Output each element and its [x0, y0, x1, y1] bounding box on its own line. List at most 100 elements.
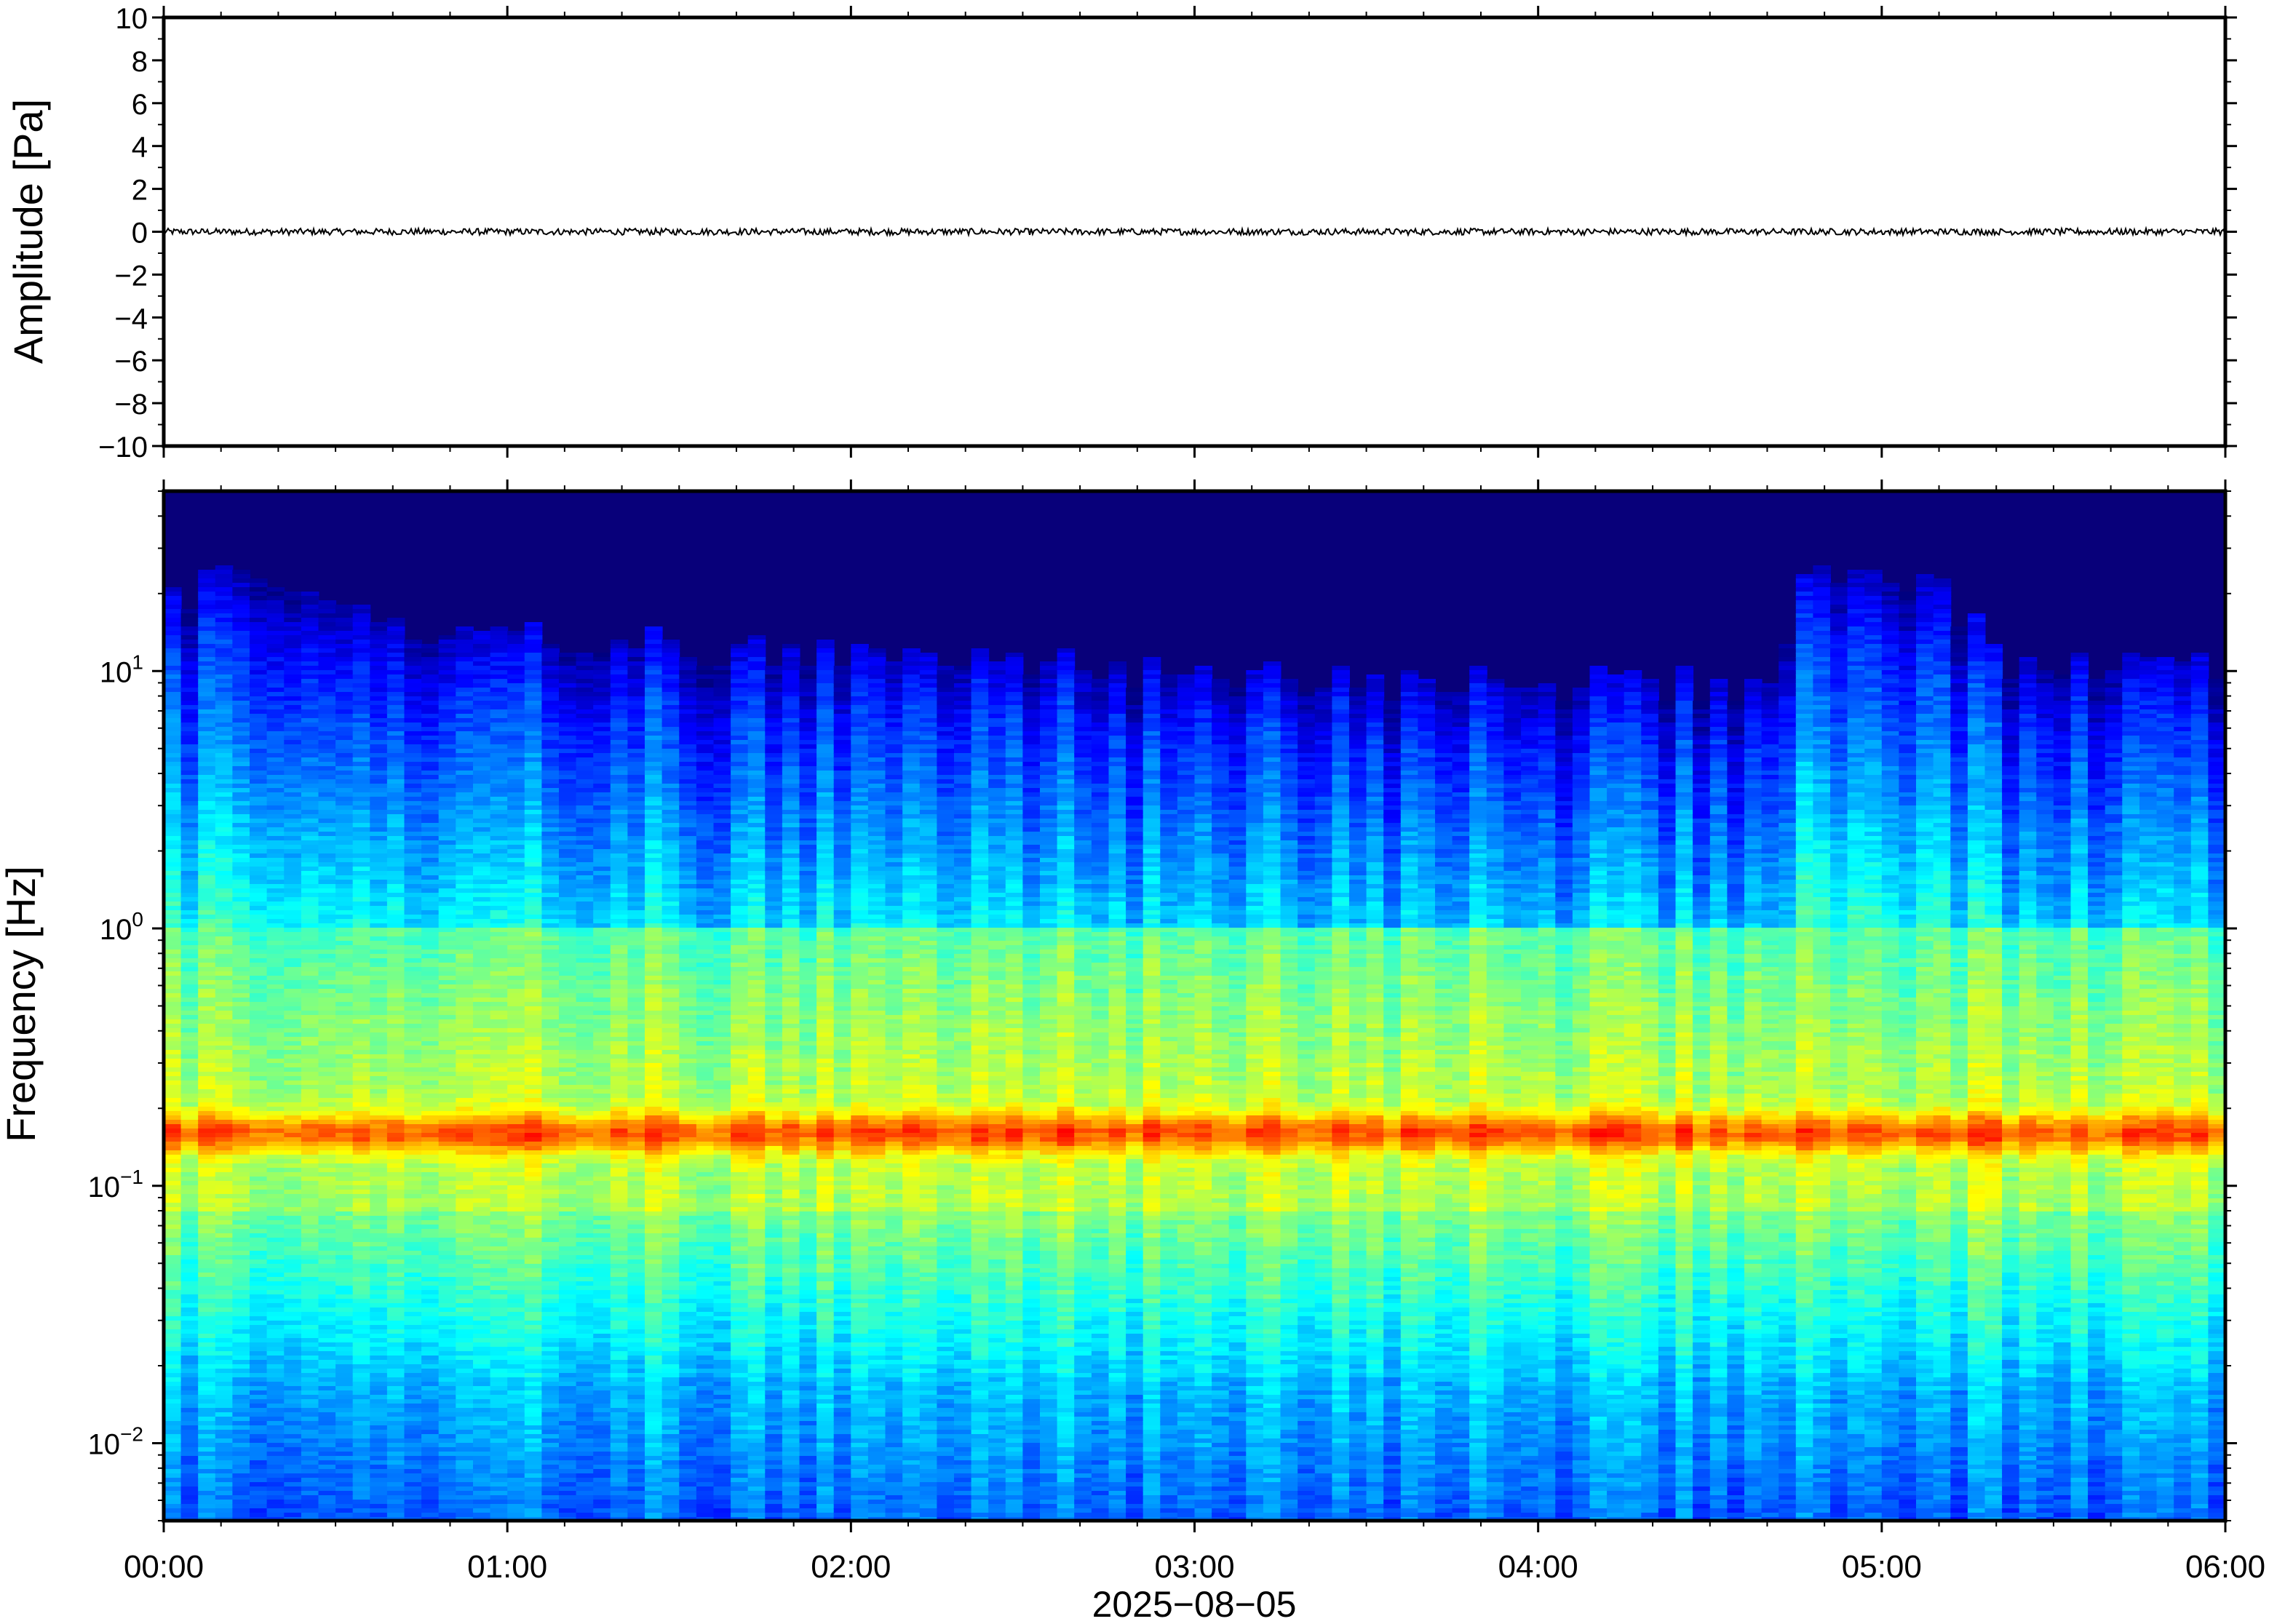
spectrogram-cell [541, 915, 560, 920]
spectrogram-cell [198, 967, 216, 972]
spectrogram-cell [473, 723, 491, 728]
spectrogram-cell [215, 1425, 234, 1430]
spectrogram-cell [456, 740, 474, 745]
spectrogram-cell [250, 888, 268, 893]
spectrogram-cell [404, 880, 423, 885]
spectrogram-cell [266, 1225, 285, 1230]
spectrogram-cell [456, 840, 474, 845]
spectrogram-cell [215, 1177, 234, 1182]
spectrogram-cell [180, 875, 199, 880]
spectrogram-cell [250, 775, 268, 780]
spectrogram-cell [386, 1259, 405, 1265]
spectrogram-cell [404, 1190, 423, 1195]
spectrogram-cell [318, 1264, 337, 1269]
spectrogram-cell [250, 1404, 268, 1409]
spectrogram-cell [370, 1159, 388, 1164]
spectrogram-cell [335, 1190, 354, 1195]
spectrogram-cell [198, 884, 216, 889]
spectrogram-cell [232, 757, 250, 763]
spectrogram-cell [164, 788, 182, 793]
spectrogram-cell [180, 1124, 199, 1129]
spectrogram-cell [490, 1443, 509, 1448]
spectrogram-cell [456, 858, 474, 863]
spectrogram-cell [386, 1338, 405, 1343]
spectrogram-cell [524, 801, 543, 806]
spectrogram-cell [370, 893, 388, 898]
spectrogram-cell [490, 805, 509, 811]
spectrogram-cell [335, 1377, 354, 1382]
spectrogram-cell [284, 1268, 302, 1273]
spectrogram-cell [507, 1500, 525, 1505]
spectrogram-cell [164, 1094, 182, 1099]
spectrogram-cell [352, 1312, 371, 1317]
spectrogram-cell [438, 1098, 457, 1103]
spectrogram-cell [473, 1386, 491, 1391]
spectrogram-cell [438, 1482, 457, 1487]
spectrogram-cell [352, 1491, 371, 1496]
spectrogram-cell [266, 1473, 285, 1478]
spectrogram-cell [266, 980, 285, 985]
spectrogram-cell [301, 827, 319, 832]
spectrogram-cell [232, 823, 250, 828]
spectrogram-cell [438, 845, 457, 850]
spectrogram-cell [507, 1369, 525, 1374]
spectrogram-cell [404, 1508, 423, 1513]
spectrogram-cell [318, 1006, 337, 1011]
spectrogram-cell [335, 1220, 354, 1225]
spectrogram-cell [541, 1434, 560, 1439]
spectrogram-cell [559, 692, 577, 697]
spectrogram-cell [232, 596, 250, 601]
spectrogram-cell [352, 1417, 371, 1422]
spectrogram-cell [215, 862, 234, 867]
spectrogram-cell [164, 1386, 182, 1391]
spectrogram-cell [421, 1452, 440, 1457]
spectrogram-cell [335, 1072, 354, 1077]
spectrogram-cell [524, 766, 543, 771]
spectrogram-cell [370, 1050, 388, 1055]
spectrogram-cell [524, 1107, 543, 1112]
spectrogram-cell [490, 727, 509, 732]
spectrogram-cell [284, 1115, 302, 1121]
spectrogram-cell [456, 753, 474, 758]
spectrogram-cell [456, 862, 474, 867]
spectrogram-cell [198, 753, 216, 758]
spectrogram-cell [284, 853, 302, 859]
spectrogram-cell [421, 910, 440, 915]
spectrogram-cell [404, 950, 423, 955]
spectrogram-cell [559, 840, 577, 845]
spectrogram-cell [541, 1364, 560, 1369]
spectrogram-cell [438, 635, 457, 640]
spectrogram-cell [266, 1041, 285, 1046]
spectrogram-cell [318, 757, 337, 763]
spectrogram-cell [473, 1024, 491, 1029]
spectrogram-cell [421, 1107, 440, 1112]
spectrogram-cell [250, 1251, 268, 1256]
spectrogram-cell [507, 1015, 525, 1020]
spectrogram-cell [318, 1364, 337, 1369]
spectrogram-cell [250, 1421, 268, 1426]
spectrogram-cell [456, 1120, 474, 1125]
spectrogram-cell [232, 1342, 250, 1348]
spectrogram-cell [301, 714, 319, 719]
spectrogram-cell [266, 1303, 285, 1308]
spectrogram-cell [386, 1312, 405, 1317]
spectrogram-cell [352, 1067, 371, 1072]
spectrogram-cell [524, 1233, 543, 1238]
spectrogram-cell [507, 1111, 525, 1116]
spectrogram-cell [541, 1059, 560, 1064]
spectrogram-cell [266, 1198, 285, 1203]
spectrogram-cell [232, 901, 250, 907]
spectrogram-cell [215, 845, 234, 850]
spectrogram-cell [301, 1203, 319, 1208]
spectrogram-cell [352, 836, 371, 841]
spectrogram-cell [250, 1032, 268, 1038]
spectrogram-cell [164, 1334, 182, 1339]
spectrogram-cell [507, 784, 525, 789]
spectrogram-cell [456, 797, 474, 802]
spectrogram-cell [421, 701, 440, 706]
spectrogram-cell [335, 779, 354, 784]
spectrogram-cell [284, 945, 302, 950]
spectrogram-cell [524, 1316, 543, 1321]
spectrogram-cell [404, 1242, 423, 1247]
spectrogram-cell [215, 622, 234, 627]
